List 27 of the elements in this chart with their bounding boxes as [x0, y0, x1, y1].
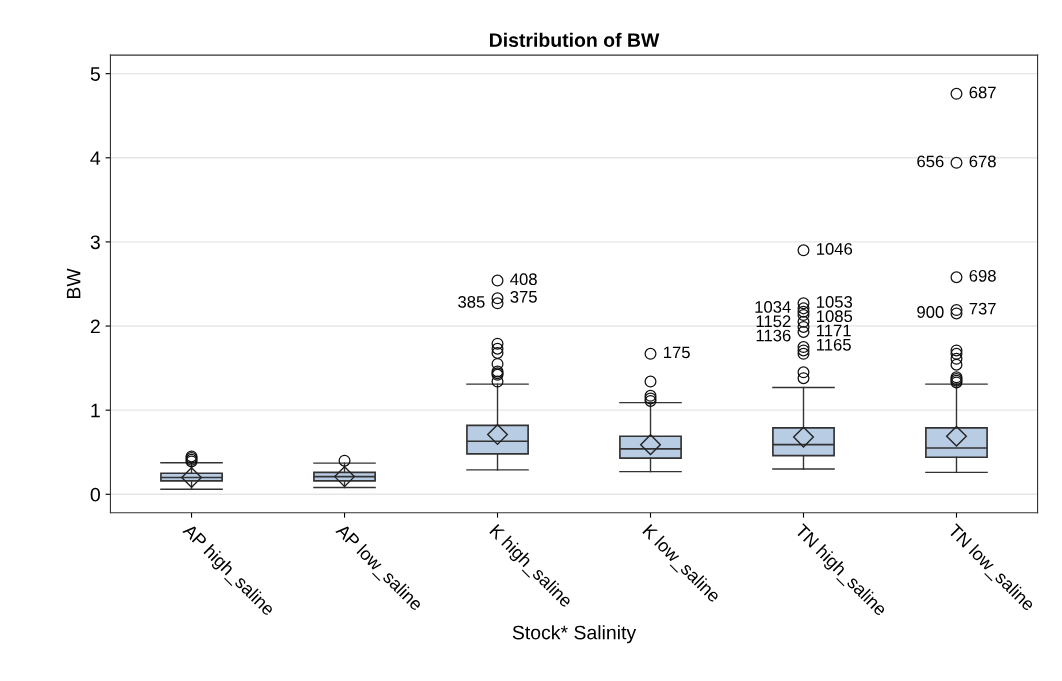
y-tick-label: 5	[90, 67, 100, 81]
annotation: 1046	[817, 243, 853, 255]
annotation: 687	[969, 86, 996, 99]
annotation: 678	[969, 155, 996, 168]
annotation: 1171	[817, 324, 851, 337]
chart-title: Distribution of BW	[489, 32, 660, 48]
annotation: 698	[969, 269, 996, 282]
annotation: 1085	[817, 310, 853, 323]
y-tick-label: 4	[90, 151, 101, 165]
y-tick-label: 0	[90, 487, 100, 502]
annotation: 1152	[756, 315, 791, 328]
annotation: 1053	[817, 296, 853, 308]
y-tick-label: 2	[90, 319, 100, 334]
y-tick-label: 3	[90, 235, 100, 250]
annotation: 1136	[756, 329, 791, 342]
y-axis-title: BW	[66, 268, 81, 299]
x-axis-title: Stock* Salinity	[512, 625, 637, 644]
annotation: 1034	[755, 301, 791, 313]
annotation: 900	[917, 306, 944, 318]
annotation: 408	[510, 273, 537, 286]
annotation: 1165	[817, 338, 851, 351]
annotation: 656	[917, 155, 944, 168]
annotation: 375	[510, 290, 537, 303]
y-tick-label: 1	[91, 403, 100, 418]
annotation: 385	[458, 296, 485, 308]
annotation: 175	[664, 346, 690, 359]
annotation: 737	[969, 302, 996, 315]
